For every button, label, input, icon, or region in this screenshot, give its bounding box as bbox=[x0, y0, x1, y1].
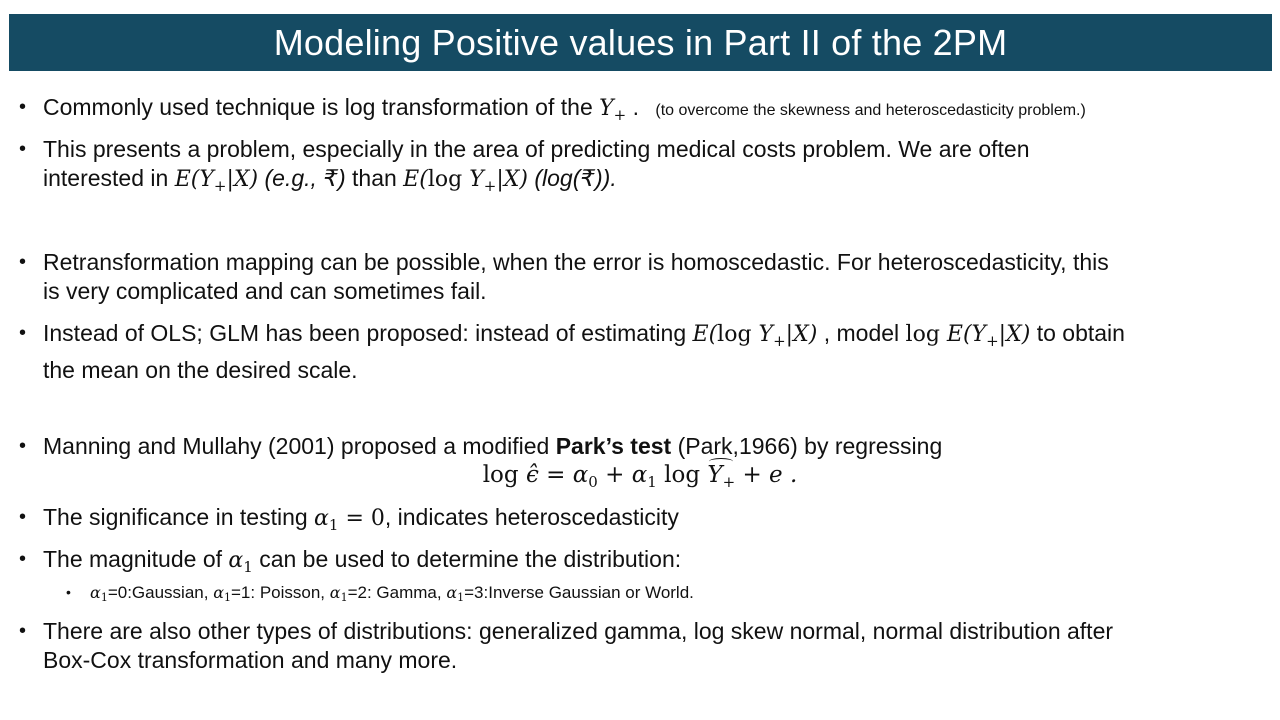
math-subscript: 1 bbox=[243, 558, 253, 576]
bullet-7-text: can be used to determine the distributio… bbox=[252, 546, 682, 572]
math-subscript: + bbox=[986, 332, 999, 350]
math-log: log bbox=[717, 322, 752, 347]
bullet-marker: • bbox=[19, 620, 27, 642]
bullet-4-text: , model bbox=[817, 320, 906, 346]
regression-equation: log ϵ̂ = α0 + α1 log Y+ + e . bbox=[0, 458, 1280, 491]
eq-error-term: + e . bbox=[735, 462, 798, 488]
bullet-2-example: (e.g., ₹) bbox=[258, 165, 346, 191]
eq-subscript: 0 bbox=[588, 473, 598, 491]
bullet-4-line-1: Instead of OLS; GLM has been proposed: i… bbox=[43, 319, 1258, 356]
eq-log: log bbox=[656, 462, 708, 488]
math-expr: E(Y bbox=[174, 167, 214, 192]
bullet-marker: • bbox=[19, 548, 27, 570]
math-expr: |X) bbox=[998, 322, 1031, 347]
bullet-6-text: , indicates heteroscedasticity bbox=[384, 504, 679, 530]
math-alpha: α bbox=[314, 506, 329, 531]
math-subscript: 1 bbox=[100, 591, 108, 604]
math-expr: |X) bbox=[496, 167, 528, 192]
bullet-3-line-1: Retransformation mapping can be possible… bbox=[43, 249, 1109, 275]
math-expr: Y bbox=[462, 167, 484, 192]
math-subscript: 1 bbox=[224, 591, 231, 604]
math-expr: E(Y bbox=[946, 322, 987, 347]
slide-title: Modeling Positive values in Part II of t… bbox=[273, 21, 1008, 63]
math-expr: E( bbox=[692, 322, 718, 347]
math-subscript: 1 bbox=[328, 516, 339, 534]
parks-test-label: Park’s test bbox=[555, 433, 672, 459]
math-equals-zero: = 0 bbox=[338, 506, 385, 531]
math-alpha: α bbox=[90, 583, 101, 602]
bullet-2-text: interested in bbox=[43, 165, 175, 191]
sub-bullet-distributions: • α1=0:Gaussian, α1=1: Poisson, α1=2: Ga… bbox=[66, 582, 1240, 609]
bullet-marker: • bbox=[19, 251, 27, 273]
bullet-5-text: (Park,1966) by regressing bbox=[671, 433, 943, 459]
bullet-7-text: The magnitude of bbox=[43, 546, 229, 572]
bullet-item-1: • Commonly used technique is log transfo… bbox=[19, 93, 1258, 130]
bullet-item-3: • Retransformation mapping can be possib… bbox=[19, 248, 1258, 306]
bullet-marker: • bbox=[19, 138, 27, 160]
math-y: Y bbox=[599, 96, 614, 121]
bullet-marker: • bbox=[19, 506, 27, 528]
bullet-8-line-2: Box-Cox transformation and many more. bbox=[43, 647, 458, 673]
eq-log: log bbox=[482, 462, 526, 488]
bullet-item-2: • This presents a problem, especially in… bbox=[19, 135, 1258, 201]
title-bar: Modeling Positive values in Part II of t… bbox=[9, 14, 1272, 71]
bullet-6-text: The significance in testing bbox=[43, 504, 315, 530]
distribution-inverse-gaussian: =3:Inverse Gaussian or World. bbox=[464, 583, 694, 602]
math-log: log bbox=[427, 167, 463, 192]
bullet-2-line-2: interested in E(Y+|X) (e.g., ₹) than E(l… bbox=[43, 164, 1258, 201]
bullet-item-8: • There are also other types of distribu… bbox=[19, 617, 1258, 675]
eq-subscript: + bbox=[722, 473, 736, 491]
math-alpha: α bbox=[329, 583, 341, 602]
eq-epsilon-hat: ϵ̂ bbox=[525, 462, 539, 488]
bullet-2-text: than bbox=[345, 165, 404, 191]
math-log: log bbox=[905, 322, 947, 347]
bullet-item-4: • Instead of OLS; GLM has been proposed:… bbox=[19, 319, 1258, 385]
eq-alpha0: = α bbox=[538, 462, 589, 488]
math-subscript: 1 bbox=[340, 591, 348, 604]
bullet-item-5: • Manning and Mullahy (2001) proposed a … bbox=[19, 432, 1258, 461]
bullet-marker: • bbox=[19, 322, 27, 344]
distribution-poisson: =1: Poisson, bbox=[231, 583, 330, 602]
math-expr: |X) bbox=[785, 322, 818, 347]
math-subscript: 1 bbox=[457, 591, 465, 604]
math-expr: Y bbox=[751, 322, 774, 347]
eq-subscript: 1 bbox=[647, 473, 657, 491]
bullet-8-line-1: There are also other types of distributi… bbox=[43, 618, 1114, 644]
distribution-gamma: =2: Gamma, bbox=[347, 583, 447, 602]
bullet-item-6: • The significance in testing α1 = 0, in… bbox=[19, 503, 1258, 540]
bullet-4-line-2: the mean on the desired scale. bbox=[43, 357, 358, 383]
math-alpha: α bbox=[446, 583, 458, 602]
math-alpha: α bbox=[213, 583, 224, 602]
math-expr: |X) bbox=[226, 167, 259, 192]
math-expr: E( bbox=[403, 167, 428, 192]
bullet-marker: • bbox=[19, 435, 27, 457]
eq-y-hat: Y bbox=[707, 462, 723, 488]
bullet-4-text: to obtain bbox=[1030, 320, 1125, 346]
math-subscript: + bbox=[773, 332, 786, 350]
bullet-5-text: Manning and Mullahy (2001) proposed a mo… bbox=[43, 433, 556, 459]
math-subscript: + bbox=[613, 106, 627, 124]
math-alpha: α bbox=[228, 548, 244, 573]
eq-alpha1: + α bbox=[597, 462, 648, 488]
bullet-2-line-1: This presents a problem, especially in t… bbox=[43, 136, 1030, 162]
bullet-2-log-note: (log(₹)). bbox=[527, 165, 617, 191]
bullet-1-text: Commonly used technique is log transform… bbox=[43, 94, 600, 120]
bullet-1-dot: . bbox=[626, 94, 640, 120]
bullet-4-text: Instead of OLS; GLM has been proposed: i… bbox=[43, 320, 693, 346]
bullet-3-line-2: is very complicated and can sometimes fa… bbox=[43, 278, 487, 304]
distribution-gaussian: =0:Gaussian, bbox=[107, 583, 214, 602]
math-subscript: + bbox=[483, 177, 497, 195]
math-subscript: + bbox=[213, 177, 227, 195]
sub-bullet-marker: • bbox=[66, 584, 71, 600]
bullet-1-note: (to overcome the skewness and heterosced… bbox=[655, 102, 1086, 119]
bullet-item-7: • The magnitude of α1 can be used to det… bbox=[19, 545, 1258, 582]
bullet-marker: • bbox=[19, 96, 27, 118]
